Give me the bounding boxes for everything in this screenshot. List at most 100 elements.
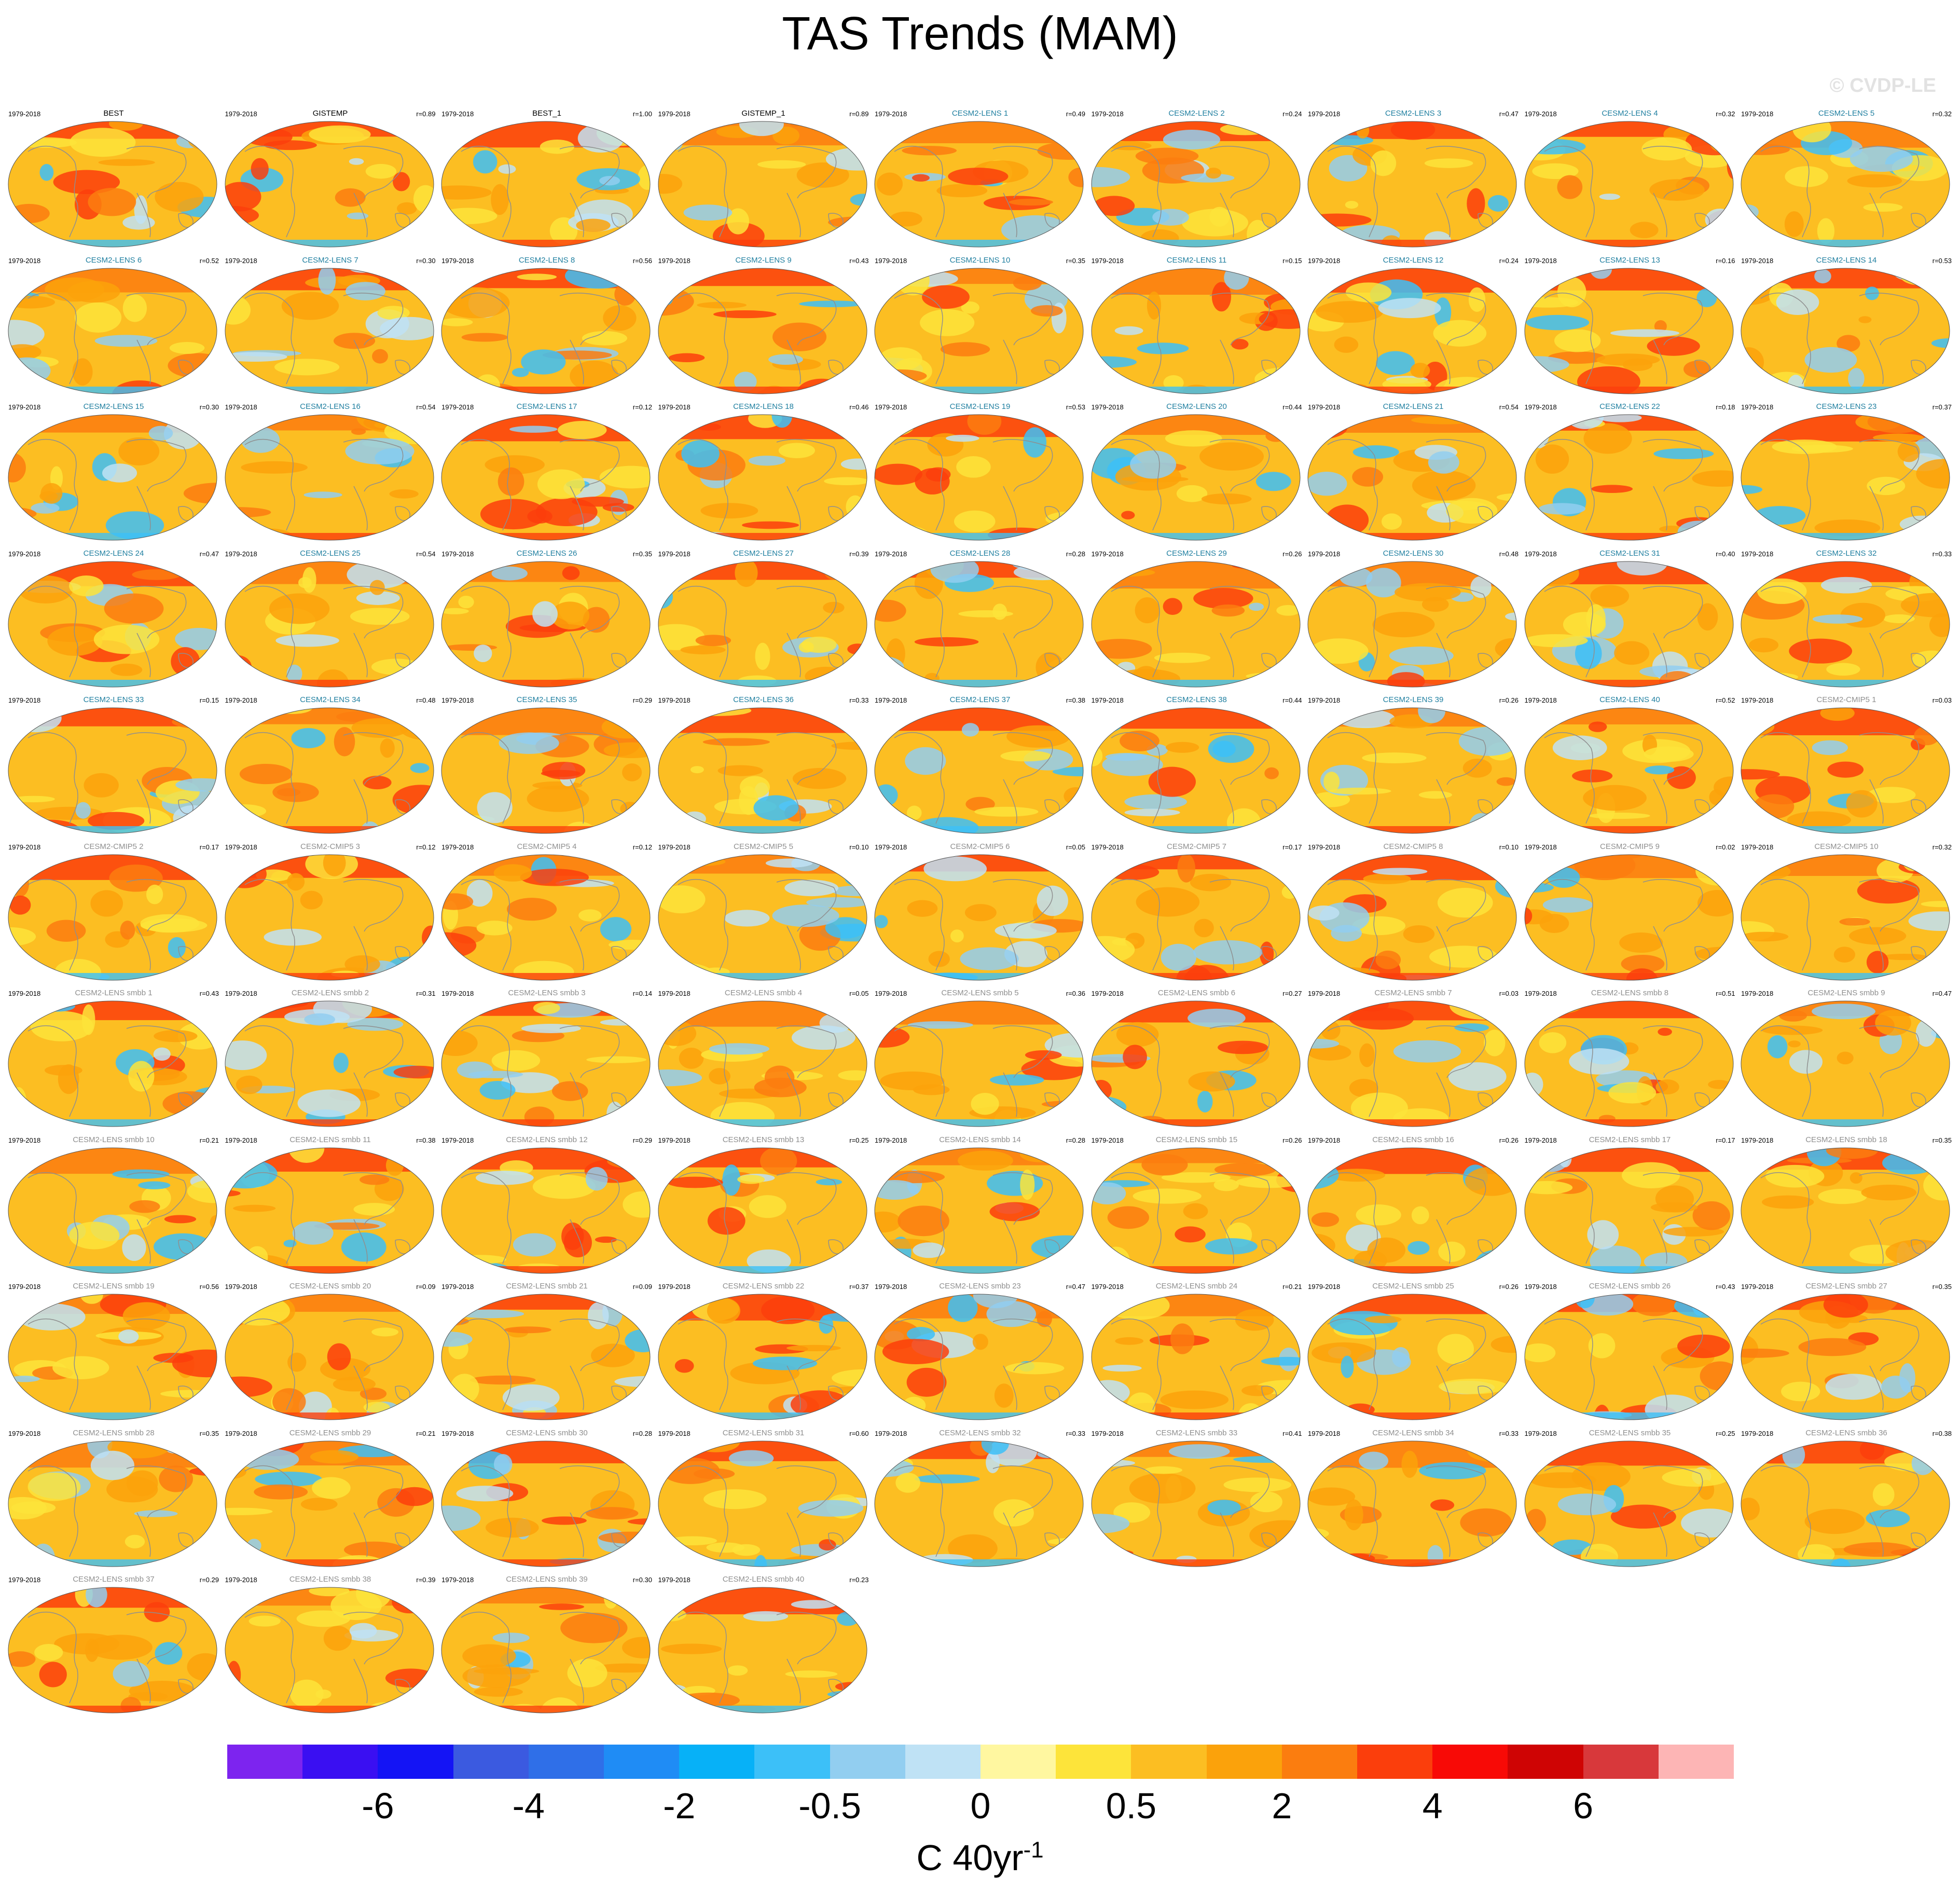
page-title: TAS Trends (MAM) (782, 8, 1178, 60)
panel-label: CESM2-LENS smbb 22 (722, 1282, 805, 1291)
trend-map (874, 561, 1084, 687)
trend-map (1307, 1294, 1517, 1420)
panel-period: 1979-2018 (658, 1429, 691, 1437)
trend-map (225, 268, 434, 394)
panel-correlation: r=0.52 (1716, 696, 1735, 704)
panel-label: CESM2-LENS 13 (1599, 255, 1660, 265)
map-panel: 1979-2018 CESM2-LENS 40 r=0.52 (1524, 695, 1736, 835)
panel-correlation: r=0.03 (1932, 696, 1952, 704)
panel-label: CESM2-LENS 6 (85, 255, 142, 265)
trend-map (1524, 268, 1733, 394)
map-panel: 1979-2018 CESM2-LENS smbb 23 r=0.47 (874, 1282, 1086, 1422)
panel-correlation: r=0.49 (1066, 110, 1085, 118)
map-panel: 1979-2018 CESM2-LENS smbb 15 r=0.26 (1091, 1135, 1303, 1275)
trend-map (1524, 1147, 1733, 1273)
panel-correlation: r=0.12 (416, 843, 436, 851)
colorbar-swatch (378, 1745, 453, 1779)
trend-map (8, 1587, 217, 1713)
panel-label: CESM2-CMIP5 3 (300, 842, 361, 851)
colorbar-swatch (1206, 1745, 1282, 1779)
colorbar-tick-label: -4 (512, 1786, 545, 1826)
panel-label: CESM2-LENS smbb 5 (941, 989, 1019, 997)
panel-period: 1979-2018 (658, 403, 691, 411)
map-panel: 1979-2018 CESM2-LENS smbb 19 r=0.56 (7, 1282, 220, 1422)
panel-correlation: r=0.35 (199, 1429, 219, 1437)
trend-map (874, 121, 1084, 248)
panel-period: 1979-2018 (8, 1576, 41, 1584)
panel-correlation: r=0.35 (632, 550, 652, 558)
map-panel: 1979-2018 CESM2-LENS 4 r=0.32 (1524, 109, 1736, 249)
trend-map (874, 1441, 1084, 1567)
map-panel: 1979-2018 CESM2-LENS smbb 8 r=0.51 (1524, 989, 1736, 1129)
panel-period: 1979-2018 (1524, 256, 1557, 265)
panel-period: 1979-2018 (8, 110, 41, 118)
map-panel: 1979-2018 CESM2-LENS 10 r=0.35 (874, 256, 1086, 396)
panel-label: CESM2-LENS smbb 6 (1157, 989, 1236, 997)
map-panel: 1979-2018 CESM2-LENS smbb 40 r=0.23 (657, 1575, 870, 1715)
panel-label: CESM2-LENS smbb 30 (506, 1428, 588, 1437)
map-panel: 1979-2018 CESM2-LENS smbb 33 r=0.41 (1091, 1429, 1303, 1569)
panel-period: 1979-2018 (441, 696, 474, 704)
panel-label: CESM2-LENS 12 (1383, 255, 1444, 265)
panel-period: 1979-2018 (1741, 696, 1774, 704)
panel-label: CESM2-LENS 28 (949, 548, 1011, 558)
panel-period: 1979-2018 (1308, 1283, 1341, 1291)
map-panel: 1979-2018 GISTEMP_1 r=0.89 (657, 109, 870, 249)
panel-period: 1979-2018 (225, 550, 257, 558)
panel-correlation: r=0.41 (1282, 1429, 1302, 1437)
trend-map (441, 1000, 651, 1127)
panel-label: CESM2-LENS smbb 17 (1589, 1135, 1671, 1144)
trend-map (658, 121, 867, 248)
panel-correlation: r=0.29 (632, 696, 652, 704)
trend-map (1524, 1000, 1733, 1127)
panel-correlation: r=0.43 (199, 990, 219, 997)
trend-map (1307, 1441, 1517, 1567)
panel-label: CESM2-LENS 27 (733, 548, 794, 558)
panel-label: CESM2-LENS 8 (518, 255, 575, 265)
panel-period: 1979-2018 (441, 843, 474, 851)
panel-label: CESM2-LENS smbb 24 (1155, 1282, 1238, 1291)
panel-label: CESM2-LENS smbb 21 (506, 1282, 588, 1291)
panel-period: 1979-2018 (1524, 1283, 1557, 1291)
panel-grid: 1979-2018 BEST 1979-2018 GISTEMP r=0.89 1979-… (7, 109, 1953, 1715)
panel-period: 1979-2018 (1524, 110, 1557, 118)
panel-correlation: r=0.10 (849, 843, 869, 851)
trend-map (441, 1294, 651, 1420)
map-panel: 1979-2018 CESM2-CMIP5 9 r=0.02 (1524, 842, 1736, 982)
map-panel: 1979-2018 CESM2-LENS 29 r=0.26 (1091, 549, 1303, 689)
panel-correlation: r=0.28 (632, 1429, 652, 1437)
trend-map (1091, 268, 1300, 394)
map-panel: 1979-2018 BEST (7, 109, 220, 249)
trend-map (225, 414, 434, 541)
trend-map (1307, 121, 1517, 248)
panel-label: CESM2-LENS smbb 1 (75, 989, 153, 997)
colorbar-swatch (1357, 1745, 1433, 1779)
map-panel: 1979-2018 CESM2-CMIP5 5 r=0.10 (657, 842, 870, 982)
trend-map (658, 561, 867, 687)
panel-label: CESM2-LENS 19 (949, 402, 1011, 411)
trend-map (8, 707, 217, 834)
map-panel: 1979-2018 CESM2-LENS smbb 14 r=0.28 (874, 1135, 1086, 1275)
trend-map (1307, 1147, 1517, 1273)
map-panel: 1979-2018 CESM2-LENS smbb 9 r=0.47 (1740, 989, 1953, 1129)
map-panel: 1979-2018 CESM2-LENS 21 r=0.54 (1307, 402, 1520, 542)
trend-map (441, 414, 651, 541)
panel-label: CESM2-LENS 14 (1816, 255, 1877, 265)
trend-map (225, 1441, 434, 1567)
colorbar-swatch (604, 1745, 680, 1779)
panel-period: 1979-2018 (1741, 256, 1774, 265)
trend-map (441, 1147, 651, 1273)
panel-period: 1979-2018 (875, 550, 907, 558)
map-panel: 1979-2018 CESM2-LENS 22 r=0.18 (1524, 402, 1736, 542)
panel-label: CESM2-LENS 9 (735, 255, 792, 265)
watermark: © CVDP-LE (1829, 75, 1936, 97)
panel-correlation: r=0.10 (1499, 843, 1519, 851)
panel-correlation: r=0.54 (1499, 403, 1519, 411)
panel-correlation: r=0.09 (632, 1283, 652, 1291)
map-panel: 1979-2018 CESM2-CMIP5 1 r=0.03 (1740, 695, 1953, 835)
panel-label: CESM2-CMIP5 6 (950, 842, 1010, 851)
trend-map (441, 268, 651, 394)
units-text: C 40yr (916, 1837, 1024, 1878)
panel-correlation: r=0.25 (849, 1136, 869, 1144)
map-panel: 1979-2018 CESM2-LENS 27 r=0.39 (657, 549, 870, 689)
